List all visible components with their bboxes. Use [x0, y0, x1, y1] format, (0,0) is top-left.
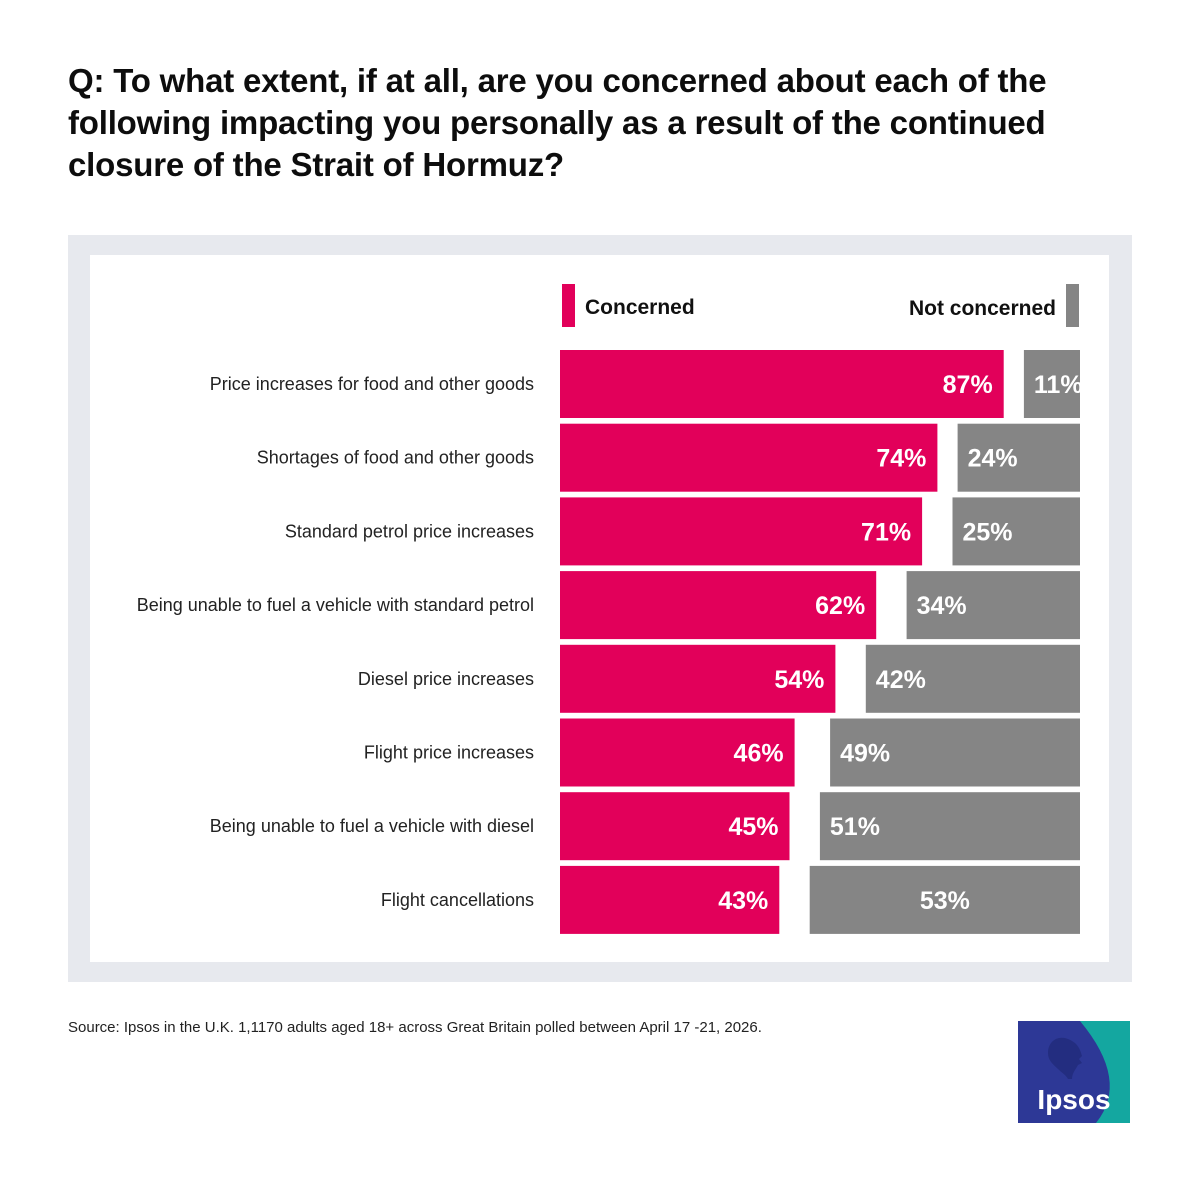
- value-label-not-concerned: 49%: [840, 740, 890, 768]
- value-label-concerned: 71%: [861, 518, 911, 546]
- bar-not-concerned: [1023, 350, 1080, 418]
- source-note: Source: Ipsos in the U.K. 1,1170 adults …: [68, 1019, 762, 1036]
- legend-label-not-concerned: Not concerned: [909, 297, 1056, 320]
- category-label: Being unable to fuel a vehicle with stan…: [137, 595, 534, 615]
- legend-label-concerned: Concerned: [585, 296, 695, 319]
- chart-panel: Concerned Not concerned Price increases …: [90, 255, 1109, 962]
- value-label-not-concerned: 34%: [917, 592, 967, 620]
- value-label-not-concerned: 24%: [968, 445, 1018, 473]
- bar-not-concerned: [952, 497, 1080, 566]
- value-label-not-concerned: 53%: [920, 887, 970, 915]
- value-label-concerned: 43%: [718, 887, 768, 915]
- bar-chart: Concerned Not concerned Price increases …: [137, 284, 1083, 934]
- bar-concerned: [560, 571, 877, 640]
- bar-concerned: [560, 423, 938, 492]
- value-label-not-concerned: 11%: [1034, 371, 1083, 399]
- chart-frame: Concerned Not concerned Price increases …: [68, 235, 1132, 982]
- value-label-concerned: 54%: [774, 666, 824, 694]
- bar-not-concerned: [865, 644, 1080, 713]
- legend-swatch-not-concerned: [1066, 284, 1079, 327]
- bar-concerned: [560, 718, 795, 787]
- category-label: Shortages of food and other goods: [257, 448, 534, 468]
- value-label-concerned: 74%: [876, 445, 926, 473]
- logo-wordmark: Ipsos: [1037, 1084, 1110, 1115]
- bar-not-concerned: [957, 423, 1080, 492]
- category-label: Price increases for food and other goods: [210, 374, 534, 394]
- ipsos-logo: Ipsos: [1018, 1021, 1130, 1123]
- bar-concerned: [560, 865, 780, 934]
- bar-not-concerned: [809, 865, 1080, 934]
- bar-not-concerned: [830, 718, 1080, 787]
- value-label-not-concerned: 42%: [876, 666, 926, 694]
- value-label-not-concerned: 25%: [963, 518, 1013, 546]
- category-label: Being unable to fuel a vehicle with dies…: [210, 816, 534, 836]
- logo-profile-icon: [1048, 1037, 1082, 1079]
- question-title: Q: To what extent, if at all, are you co…: [68, 62, 1047, 183]
- logo-teal-arc: [1080, 1021, 1130, 1123]
- value-label-concerned: 62%: [815, 592, 865, 620]
- value-label-concerned: 87%: [943, 371, 993, 399]
- bar-concerned: [560, 497, 923, 566]
- legend-swatch-concerned: [562, 284, 575, 327]
- category-label: Flight price increases: [364, 743, 534, 763]
- bar-not-concerned: [819, 792, 1080, 861]
- bar-concerned: [560, 350, 1004, 418]
- category-label: Diesel price increases: [358, 669, 534, 689]
- value-label-concerned: 46%: [734, 740, 784, 768]
- bar-not-concerned: [906, 571, 1080, 640]
- bar-concerned: [560, 644, 836, 713]
- category-label: Standard petrol price increases: [285, 521, 534, 541]
- bar-concerned: [560, 792, 790, 861]
- category-label: Flight cancellations: [381, 890, 534, 910]
- value-label-concerned: 45%: [728, 813, 778, 841]
- value-label-not-concerned: 51%: [830, 813, 880, 841]
